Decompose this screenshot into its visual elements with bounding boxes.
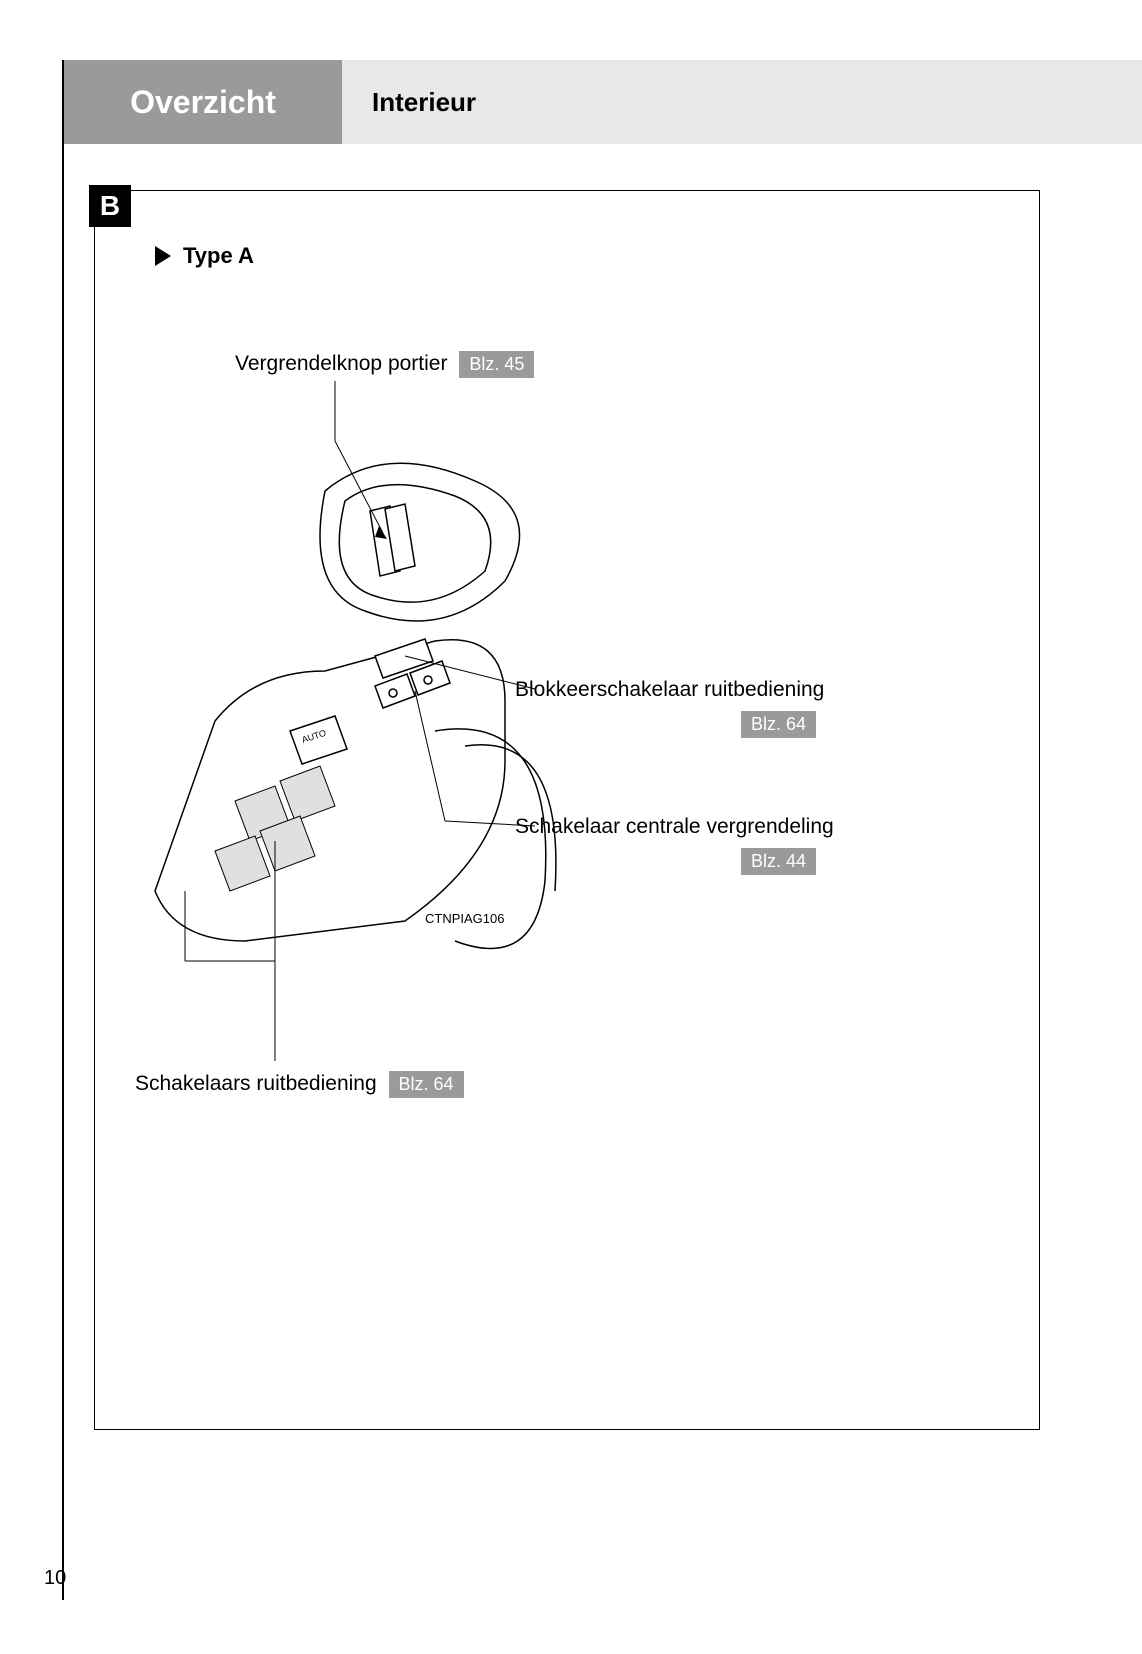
page-header: Overzicht Interieur [64, 60, 1142, 144]
triangle-right-icon [155, 246, 171, 266]
switch-panel-icon: AUTO [155, 639, 556, 949]
section-marker-b: B [89, 185, 131, 227]
diagram-illustration: AUTO [125, 381, 1005, 1061]
header-section-title: Overzicht [64, 60, 342, 144]
content-frame: B Type A Vergrendelknop portier Blz. 45 … [94, 190, 1040, 1430]
header-subsection-title: Interieur [342, 60, 1142, 144]
type-heading-row: Type A [155, 243, 254, 269]
door-handle-icon [320, 463, 520, 621]
callout-text: Vergrendelknop portier [235, 352, 447, 375]
diagram-id: CTNPIAG106 [425, 911, 504, 926]
page-frame: Overzicht Interieur B Type A Vergrendelk… [62, 60, 1142, 1600]
callout-text: Schakelaars ruitbediening [135, 1072, 377, 1095]
page-number: 10 [44, 1567, 66, 1590]
type-label: Type A [183, 243, 254, 269]
callout-door-lock-knob: Vergrendelknop portier Blz. 45 [235, 351, 534, 378]
callout-window-switches: Schakelaars ruitbediening Blz. 64 [135, 1071, 464, 1098]
page-reference: Blz. 64 [389, 1071, 464, 1098]
page-reference: Blz. 45 [459, 351, 534, 378]
